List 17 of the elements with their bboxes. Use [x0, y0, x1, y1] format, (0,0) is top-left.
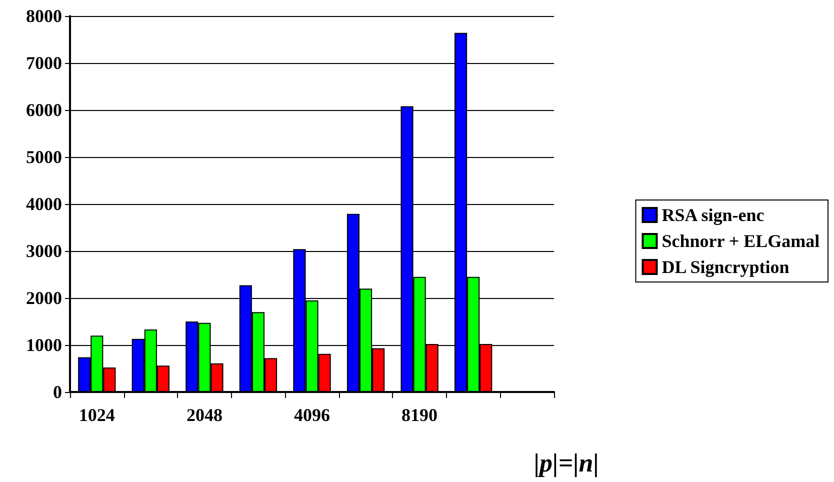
x-tick-label: 1024	[78, 405, 115, 425]
y-tick-label: 0	[53, 382, 62, 402]
x-tick-label: 2048	[186, 405, 222, 425]
legend-label: Schnorr + ELGamal	[662, 231, 820, 251]
y-tick-label: 7000	[26, 53, 62, 73]
y-tick-label: 4000	[26, 194, 62, 214]
legend-label: DL Signcryption	[662, 257, 790, 277]
y-tick-label: 3000	[26, 241, 62, 261]
y-tick-label: 1000	[26, 335, 62, 355]
y-tick-label: 8000	[26, 6, 62, 26]
legend-label: RSA sign-enc	[662, 205, 764, 225]
x-tick-label: 4096	[294, 405, 330, 425]
x-axis-title: |p|=|n|	[534, 448, 599, 478]
y-tick-label: 2000	[26, 288, 62, 308]
y-tick-label: 5000	[26, 147, 62, 167]
x-tick-label: 8190	[402, 405, 438, 425]
y-tick-label: 6000	[26, 100, 62, 120]
